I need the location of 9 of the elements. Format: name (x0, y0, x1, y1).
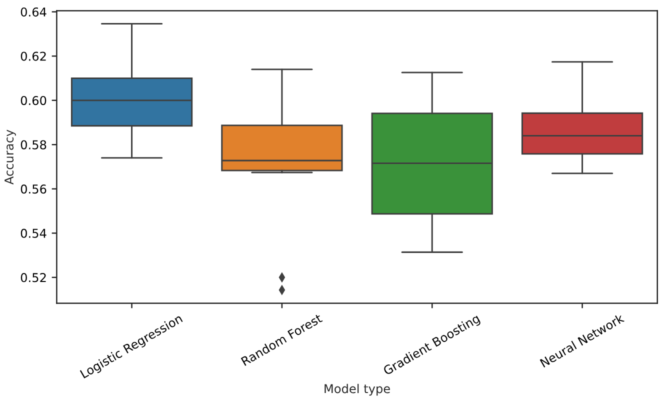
y-tick-label: 0.52 (20, 273, 46, 282)
y-tick-label: 0.58 (20, 140, 46, 150)
y-tick-label: 0.56 (20, 184, 46, 194)
y-tick-label: 0.54 (20, 228, 46, 238)
y-tick-label: 0.60 (20, 96, 46, 106)
x-axis-title: Model type (324, 384, 390, 396)
y-tick-label: 0.62 (20, 52, 46, 61)
y-tick-label: 0.64 (20, 7, 46, 17)
y-axis-title: Accuracy (4, 130, 16, 184)
